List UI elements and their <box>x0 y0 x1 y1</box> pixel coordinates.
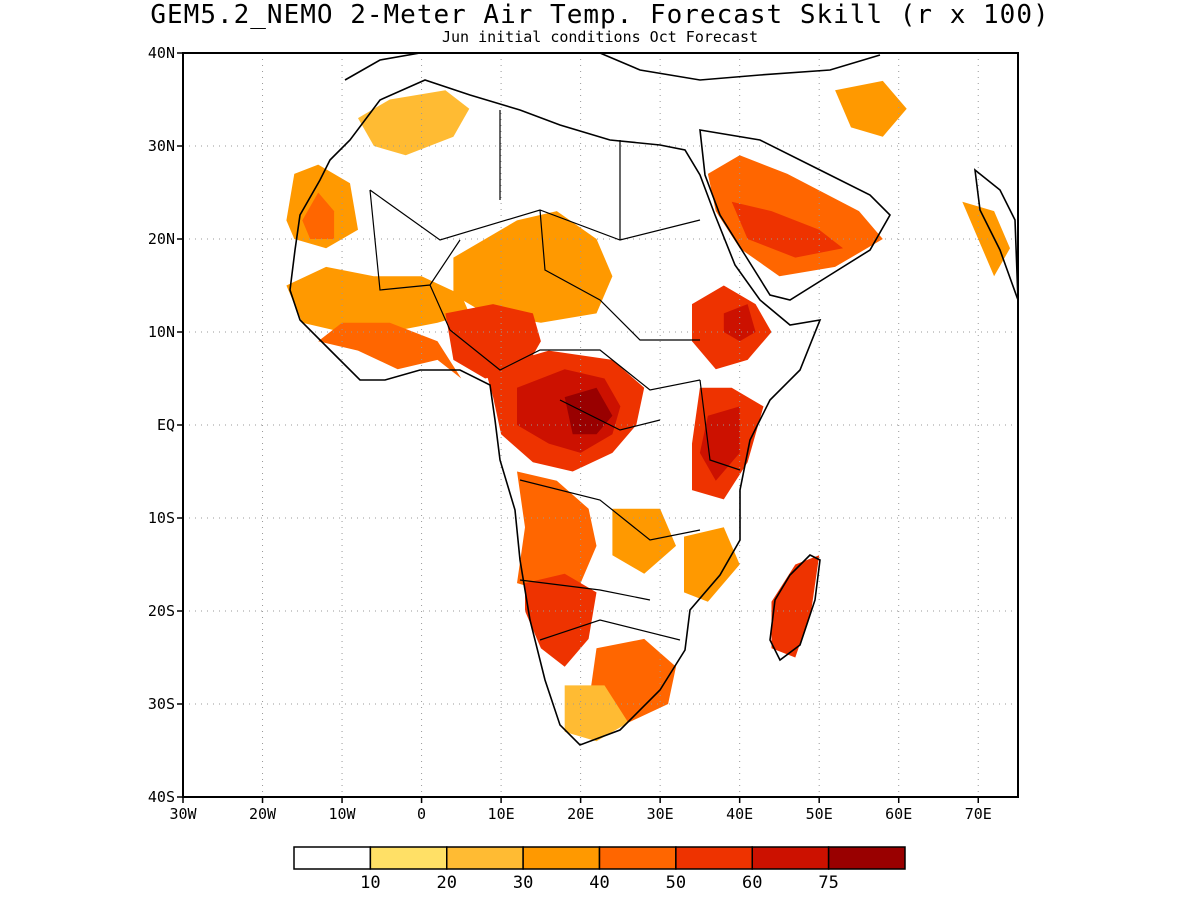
lon-tick-label: 70E <box>965 805 992 823</box>
map-subtitle: Jun initial conditions Oct Forecast <box>441 28 759 46</box>
skill-region-arabia-core <box>731 201 843 258</box>
skill-region-mauritania-core <box>302 192 335 239</box>
lat-tick-label: 10N <box>148 323 175 341</box>
skill-region-chad-sudan-sahel <box>453 211 613 323</box>
skill-region-angola <box>517 471 597 593</box>
colorbar-swatch <box>675 846 753 870</box>
europe-coastline <box>344 53 881 81</box>
arabia-coastline <box>699 129 891 301</box>
colorbar-label: 60 <box>742 873 762 893</box>
colorbar-label: 10 <box>360 873 380 893</box>
madagascar-coastline <box>769 554 821 662</box>
skill-region-sahel-west <box>286 266 470 332</box>
colorbar-label: 75 <box>818 873 838 893</box>
india-coastline <box>973 168 1018 301</box>
lon-tick-label: 10E <box>488 805 515 823</box>
lon-tick-label: 30E <box>647 805 674 823</box>
colorbar-label: 20 <box>437 873 457 893</box>
lat-tick-label: 30S <box>148 695 175 713</box>
lat-tick-label: 40S <box>148 788 175 806</box>
colorbar-swatch <box>751 846 830 870</box>
skill-region-west-africa-coast <box>318 322 462 379</box>
latitude-tick-labels: 40N 30N 20N 10N EQ 10S 20S 30S 40S <box>148 44 183 806</box>
skill-region-namibia-botswana <box>525 573 597 667</box>
lon-tick-label: 60E <box>885 805 912 823</box>
country-borders <box>369 110 741 641</box>
lat-tick-label: 10S <box>148 509 175 527</box>
colorbar: 10 20 30 40 50 60 75 <box>293 846 906 893</box>
border-lines <box>369 110 741 641</box>
lat-tick-label: 40N <box>148 44 175 62</box>
colorbar-swatch <box>293 846 372 870</box>
skill-region-madagascar <box>771 555 820 658</box>
skill-region-south-africa-cape <box>564 685 629 742</box>
lon-tick-label: 0 <box>417 805 426 823</box>
lat-tick-label: 20S <box>148 602 175 620</box>
lon-tick-label: 10W <box>329 805 357 823</box>
colorbar-swatch <box>598 846 677 870</box>
colorbar-swatch <box>369 846 448 870</box>
lon-tick-label: 40E <box>726 805 753 823</box>
africa-coastline <box>289 79 822 746</box>
skill-region-mozambique <box>684 527 740 602</box>
lon-tick-label: 20E <box>567 805 594 823</box>
skill-region-iran-south <box>835 80 907 137</box>
coastlines <box>289 53 1018 746</box>
skill-fill-layer <box>286 80 1010 742</box>
lon-tick-label: 50E <box>806 805 833 823</box>
colorbar-label: 50 <box>666 873 686 893</box>
colorbar-label: 30 <box>513 873 533 893</box>
skill-region-india-west <box>962 201 1010 277</box>
lat-tick-label: 20N <box>148 230 175 248</box>
skill-region-algeria-north <box>358 90 470 156</box>
lat-tick-label: 30N <box>148 137 175 155</box>
map-title: GEM5.2_NEMO 2-Meter Air Temp. Forecast S… <box>150 0 1050 30</box>
grid-lines <box>183 53 1018 797</box>
lon-tick-label: 30W <box>169 805 197 823</box>
colorbar-swatch <box>522 846 601 870</box>
lat-tick-label: EQ <box>157 416 175 434</box>
longitude-tick-labels: 30W 20W 10W 0 10E 20E 30E 40E 50E 60E 70E <box>169 797 992 823</box>
skill-region-congo-hotspot <box>564 387 613 435</box>
colorbar-label: 40 <box>589 873 609 893</box>
colorbar-swatch <box>827 846 906 870</box>
colorbar-swatch <box>446 846 524 870</box>
lon-tick-label: 20W <box>249 805 277 823</box>
